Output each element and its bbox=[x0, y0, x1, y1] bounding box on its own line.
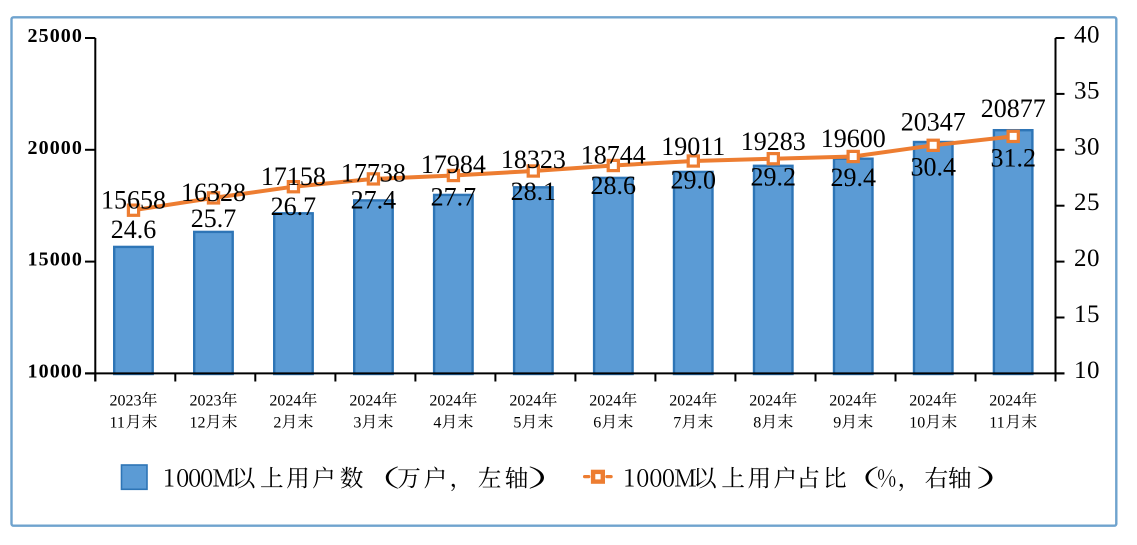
svg-text:2: 2 bbox=[273, 414, 281, 431]
svg-text:18744: 18744 bbox=[581, 141, 646, 170]
svg-text:20000: 20000 bbox=[28, 137, 84, 159]
svg-text:25: 25 bbox=[1074, 189, 1100, 216]
svg-text:7: 7 bbox=[673, 414, 681, 431]
svg-text:2024: 2024 bbox=[829, 393, 861, 410]
svg-text:24.6: 24.6 bbox=[111, 215, 157, 244]
svg-text:2024: 2024 bbox=[989, 393, 1021, 410]
svg-text:30.4: 30.4 bbox=[910, 153, 956, 182]
svg-text:11: 11 bbox=[989, 414, 1004, 431]
svg-text:19600: 19600 bbox=[821, 124, 886, 153]
svg-text:29.2: 29.2 bbox=[751, 163, 797, 192]
svg-text:17984: 17984 bbox=[421, 150, 486, 179]
svg-text:20347: 20347 bbox=[901, 108, 966, 137]
svg-text:2024: 2024 bbox=[669, 393, 701, 410]
svg-text:2024: 2024 bbox=[589, 393, 621, 410]
svg-text:10: 10 bbox=[909, 414, 925, 431]
svg-text:29.4: 29.4 bbox=[830, 163, 876, 192]
svg-text:2024: 2024 bbox=[429, 393, 461, 410]
svg-text:6: 6 bbox=[593, 414, 601, 431]
svg-text:17738: 17738 bbox=[341, 159, 406, 188]
svg-text:8: 8 bbox=[753, 414, 761, 431]
svg-text:10: 10 bbox=[1074, 357, 1100, 384]
svg-text:28.6: 28.6 bbox=[591, 171, 637, 200]
svg-text:2024: 2024 bbox=[269, 393, 301, 410]
svg-text:2024: 2024 bbox=[909, 393, 941, 410]
svg-text:30: 30 bbox=[1074, 133, 1100, 160]
svg-text:18323: 18323 bbox=[501, 145, 566, 174]
svg-text:2024: 2024 bbox=[749, 393, 781, 410]
svg-text:16328: 16328 bbox=[181, 178, 246, 207]
svg-text:15000: 15000 bbox=[28, 249, 84, 271]
svg-text:31.2: 31.2 bbox=[990, 144, 1036, 173]
svg-text:4: 4 bbox=[433, 414, 441, 431]
svg-text:11: 11 bbox=[110, 414, 125, 431]
svg-text:20: 20 bbox=[1074, 245, 1100, 272]
svg-text:15658: 15658 bbox=[101, 186, 166, 215]
svg-text:25.7: 25.7 bbox=[191, 204, 237, 233]
svg-text:17158: 17158 bbox=[261, 162, 326, 191]
svg-text:15: 15 bbox=[1074, 301, 1100, 328]
svg-text:12: 12 bbox=[190, 414, 206, 431]
svg-text:29.0: 29.0 bbox=[671, 166, 717, 195]
svg-text:20877: 20877 bbox=[981, 94, 1046, 123]
svg-text:2024: 2024 bbox=[509, 393, 541, 410]
svg-text:40: 40 bbox=[1074, 22, 1100, 49]
svg-text:5: 5 bbox=[513, 414, 521, 431]
svg-text:28.1: 28.1 bbox=[511, 177, 557, 206]
svg-text:26.7: 26.7 bbox=[271, 192, 317, 221]
svg-text:19011: 19011 bbox=[661, 132, 725, 161]
svg-text:27.4: 27.4 bbox=[351, 186, 397, 215]
svg-text:2023: 2023 bbox=[190, 393, 222, 410]
svg-text:25000: 25000 bbox=[28, 25, 84, 47]
svg-text:35: 35 bbox=[1074, 77, 1100, 104]
svg-text:27.7: 27.7 bbox=[431, 183, 477, 212]
svg-text:2024: 2024 bbox=[349, 393, 381, 410]
svg-text:3: 3 bbox=[353, 414, 361, 431]
svg-text:19283: 19283 bbox=[741, 127, 806, 156]
svg-text:9: 9 bbox=[833, 414, 841, 431]
svg-text:2023: 2023 bbox=[110, 393, 142, 410]
svg-text:10000: 10000 bbox=[28, 360, 84, 382]
